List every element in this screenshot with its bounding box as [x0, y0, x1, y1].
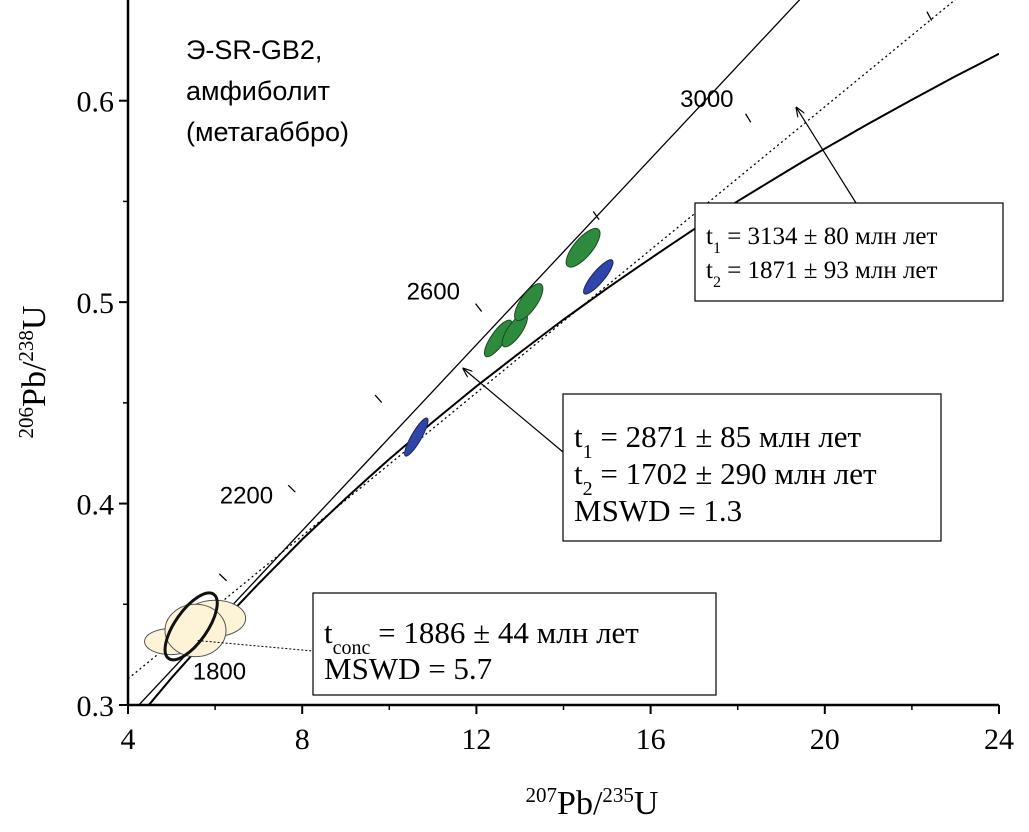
sample-label-line: (метагаббро) — [186, 117, 349, 147]
annotation-box-frame — [562, 393, 942, 542]
annotation-leaders — [197, 108, 857, 652]
annotation-arrow — [463, 369, 564, 453]
x-tick-label: 12 — [461, 723, 491, 756]
annotation-box-middle: t1 = 2871 ± 85 млн лет t2 = 1702 ± 290 м… — [562, 393, 942, 542]
concordia-age-labels: 1800 2200 2600 3000 — [193, 86, 734, 686]
age-tick — [926, 11, 933, 21]
annotation-line: MSWD = 5.7 — [324, 651, 492, 686]
discordia-lines — [128, 0, 956, 705]
age-label: 3000 — [680, 86, 733, 113]
discordia-line-solid — [138, 0, 801, 705]
sample-label-line: амфиболит — [186, 76, 330, 106]
x-tick-label: 8 — [295, 723, 310, 756]
age-tick — [744, 113, 752, 123]
age-tick — [287, 484, 296, 493]
y-axis-ticks: 0.3 0.4 0.5 0.6 — [77, 86, 128, 723]
y-tick-label: 0.3 — [77, 690, 115, 723]
annotation-box-lower: tconc = 1886 ± 44 млн лет MSWD = 5.7 — [312, 592, 717, 696]
annotation-line: t2 = 1871 ± 93 млн лет — [706, 257, 938, 291]
error-ellipse — [404, 417, 429, 457]
annotation-line: t1 = 2871 ± 85 млн лет — [574, 419, 862, 463]
x-tick-label: 16 — [636, 723, 666, 756]
x-axis-label: 207Pb/235U — [526, 783, 659, 822]
annotation-line: MSWD = 1.3 — [574, 493, 742, 528]
x-tick-label: 4 — [121, 723, 136, 756]
age-tick — [218, 573, 228, 582]
annotation-arrow — [796, 108, 857, 204]
annotation-leader — [197, 640, 314, 652]
concordia-curve — [147, 52, 999, 705]
error-ellipses — [144, 227, 614, 662]
sample-label: Э-SR-GB2, амфиболит (метагаббро) — [186, 35, 349, 147]
age-label: 2600 — [407, 279, 460, 306]
x-tick-label: 24 — [984, 723, 1014, 756]
error-ellipse — [565, 227, 601, 268]
age-tick — [474, 303, 483, 312]
age-label: 2200 — [220, 483, 273, 510]
x-tick-label: 20 — [810, 723, 840, 756]
y-tick-label: 0.5 — [77, 287, 115, 320]
annotation-box-upper: t1 = 3134 ± 80 млн лет t2 = 1871 ± 93 мл… — [694, 202, 1004, 302]
y-tick-label: 0.4 — [77, 489, 115, 522]
age-tick — [592, 211, 600, 220]
error-ellipse — [583, 259, 614, 295]
annotation-line: t1 = 3134 ± 80 млн лет — [706, 223, 938, 257]
plot-background — [128, 0, 999, 705]
error-ellipse — [164, 603, 227, 658]
annotation-line: tconc = 1886 ± 44 млн лет — [324, 615, 639, 659]
sample-label-line: Э-SR-GB2, — [186, 35, 322, 65]
age-label: 1800 — [193, 659, 246, 686]
y-tick-label: 0.6 — [77, 86, 115, 119]
annotation-box-frame — [312, 592, 717, 696]
x-axis-ticks: 4 8 12 16 20 24 — [121, 705, 1014, 756]
y-axis-label: 206Pb/238U — [14, 306, 53, 439]
annotation-box-frame — [694, 202, 1004, 302]
error-ellipse — [163, 591, 219, 662]
error-ellipse — [514, 283, 544, 322]
annotation-line: t2 = 1702 ± 290 млн лет — [574, 456, 877, 500]
age-tick — [374, 394, 383, 403]
